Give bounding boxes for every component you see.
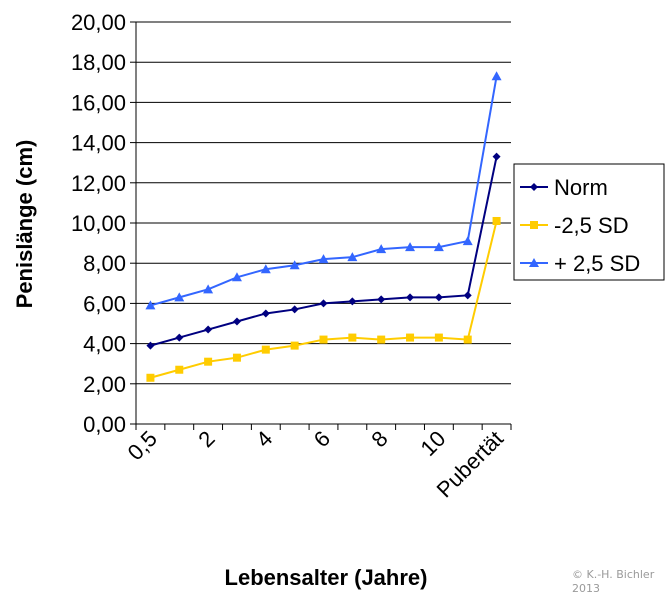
x-axis-label: Lebensalter (Jahre) (225, 565, 428, 590)
series-1 (146, 152, 501, 350)
data-point (146, 373, 155, 382)
data-point (319, 335, 328, 344)
x-tick-label: 8 (366, 426, 392, 452)
data-point (203, 284, 214, 294)
legend-marker (530, 221, 538, 229)
y-tick-label: 18,00 (71, 50, 126, 75)
data-point (348, 297, 357, 306)
legend-marker (529, 258, 539, 267)
x-tick-label: 2 (193, 426, 219, 452)
series-line (150, 220, 498, 379)
data-point (377, 295, 386, 304)
data-point (348, 333, 357, 342)
data-point (175, 333, 184, 342)
data-point (174, 292, 185, 302)
y-tick-label: 4,00 (83, 332, 126, 357)
data-point (290, 341, 299, 350)
y-axis-label: Penislänge (cm) (12, 140, 37, 309)
y-tick-label: 14,00 (71, 131, 126, 156)
data-point (231, 272, 242, 282)
series-3 (145, 71, 502, 310)
data-point (289, 260, 300, 270)
data-point (290, 305, 299, 314)
data-point (204, 325, 213, 334)
data-point (146, 341, 155, 350)
data-point (260, 264, 271, 274)
data-point (347, 252, 358, 262)
data-point (175, 365, 184, 374)
y-tick-label: 2,00 (83, 372, 126, 397)
data-point (406, 333, 415, 342)
data-point (318, 254, 329, 264)
legend-box (513, 163, 665, 281)
data-point (434, 333, 443, 342)
data-point (145, 300, 156, 310)
x-tick-label: 10 (415, 426, 450, 461)
data-point (261, 309, 270, 318)
data-point (492, 216, 501, 225)
legend-label: -2,5 SD (554, 213, 629, 238)
legend-label: Norm (554, 175, 608, 200)
series-line (150, 156, 498, 347)
data-point (261, 345, 270, 354)
y-tick-label: 0,00 (83, 412, 126, 437)
data-point (433, 242, 444, 252)
series-2 (146, 216, 501, 382)
y-tick-label: 12,00 (71, 171, 126, 196)
y-tick-label: 8,00 (83, 251, 126, 276)
data-point (232, 353, 241, 362)
y-tick-label: 20,00 (71, 10, 126, 35)
legend-marker (530, 183, 538, 191)
data-point (232, 317, 241, 326)
data-point (492, 152, 501, 161)
y-tick-label: 16,00 (71, 90, 126, 115)
data-point (406, 293, 415, 302)
data-point (405, 242, 416, 252)
data-point (462, 236, 473, 246)
data-point (491, 71, 502, 81)
data-point (377, 335, 386, 344)
data-point (319, 299, 328, 308)
data-point (463, 335, 472, 344)
data-point (463, 291, 472, 300)
legend-label: + 2,5 SD (554, 251, 640, 276)
copyright-notice: © K.-H. Bichler 2013 (572, 568, 655, 595)
legend: Norm -2,5 SD + 2,5 SD (513, 163, 665, 281)
x-tick-label: 6 (309, 426, 335, 452)
y-tick-label: 10,00 (71, 211, 126, 236)
data-point (376, 244, 387, 254)
x-tick-label: 4 (251, 426, 277, 452)
data-point (434, 293, 443, 302)
y-tick-label: 6,00 (83, 291, 126, 316)
series-line (150, 76, 498, 307)
x-tick-label: 0,5 (123, 426, 162, 465)
data-point (204, 357, 213, 366)
